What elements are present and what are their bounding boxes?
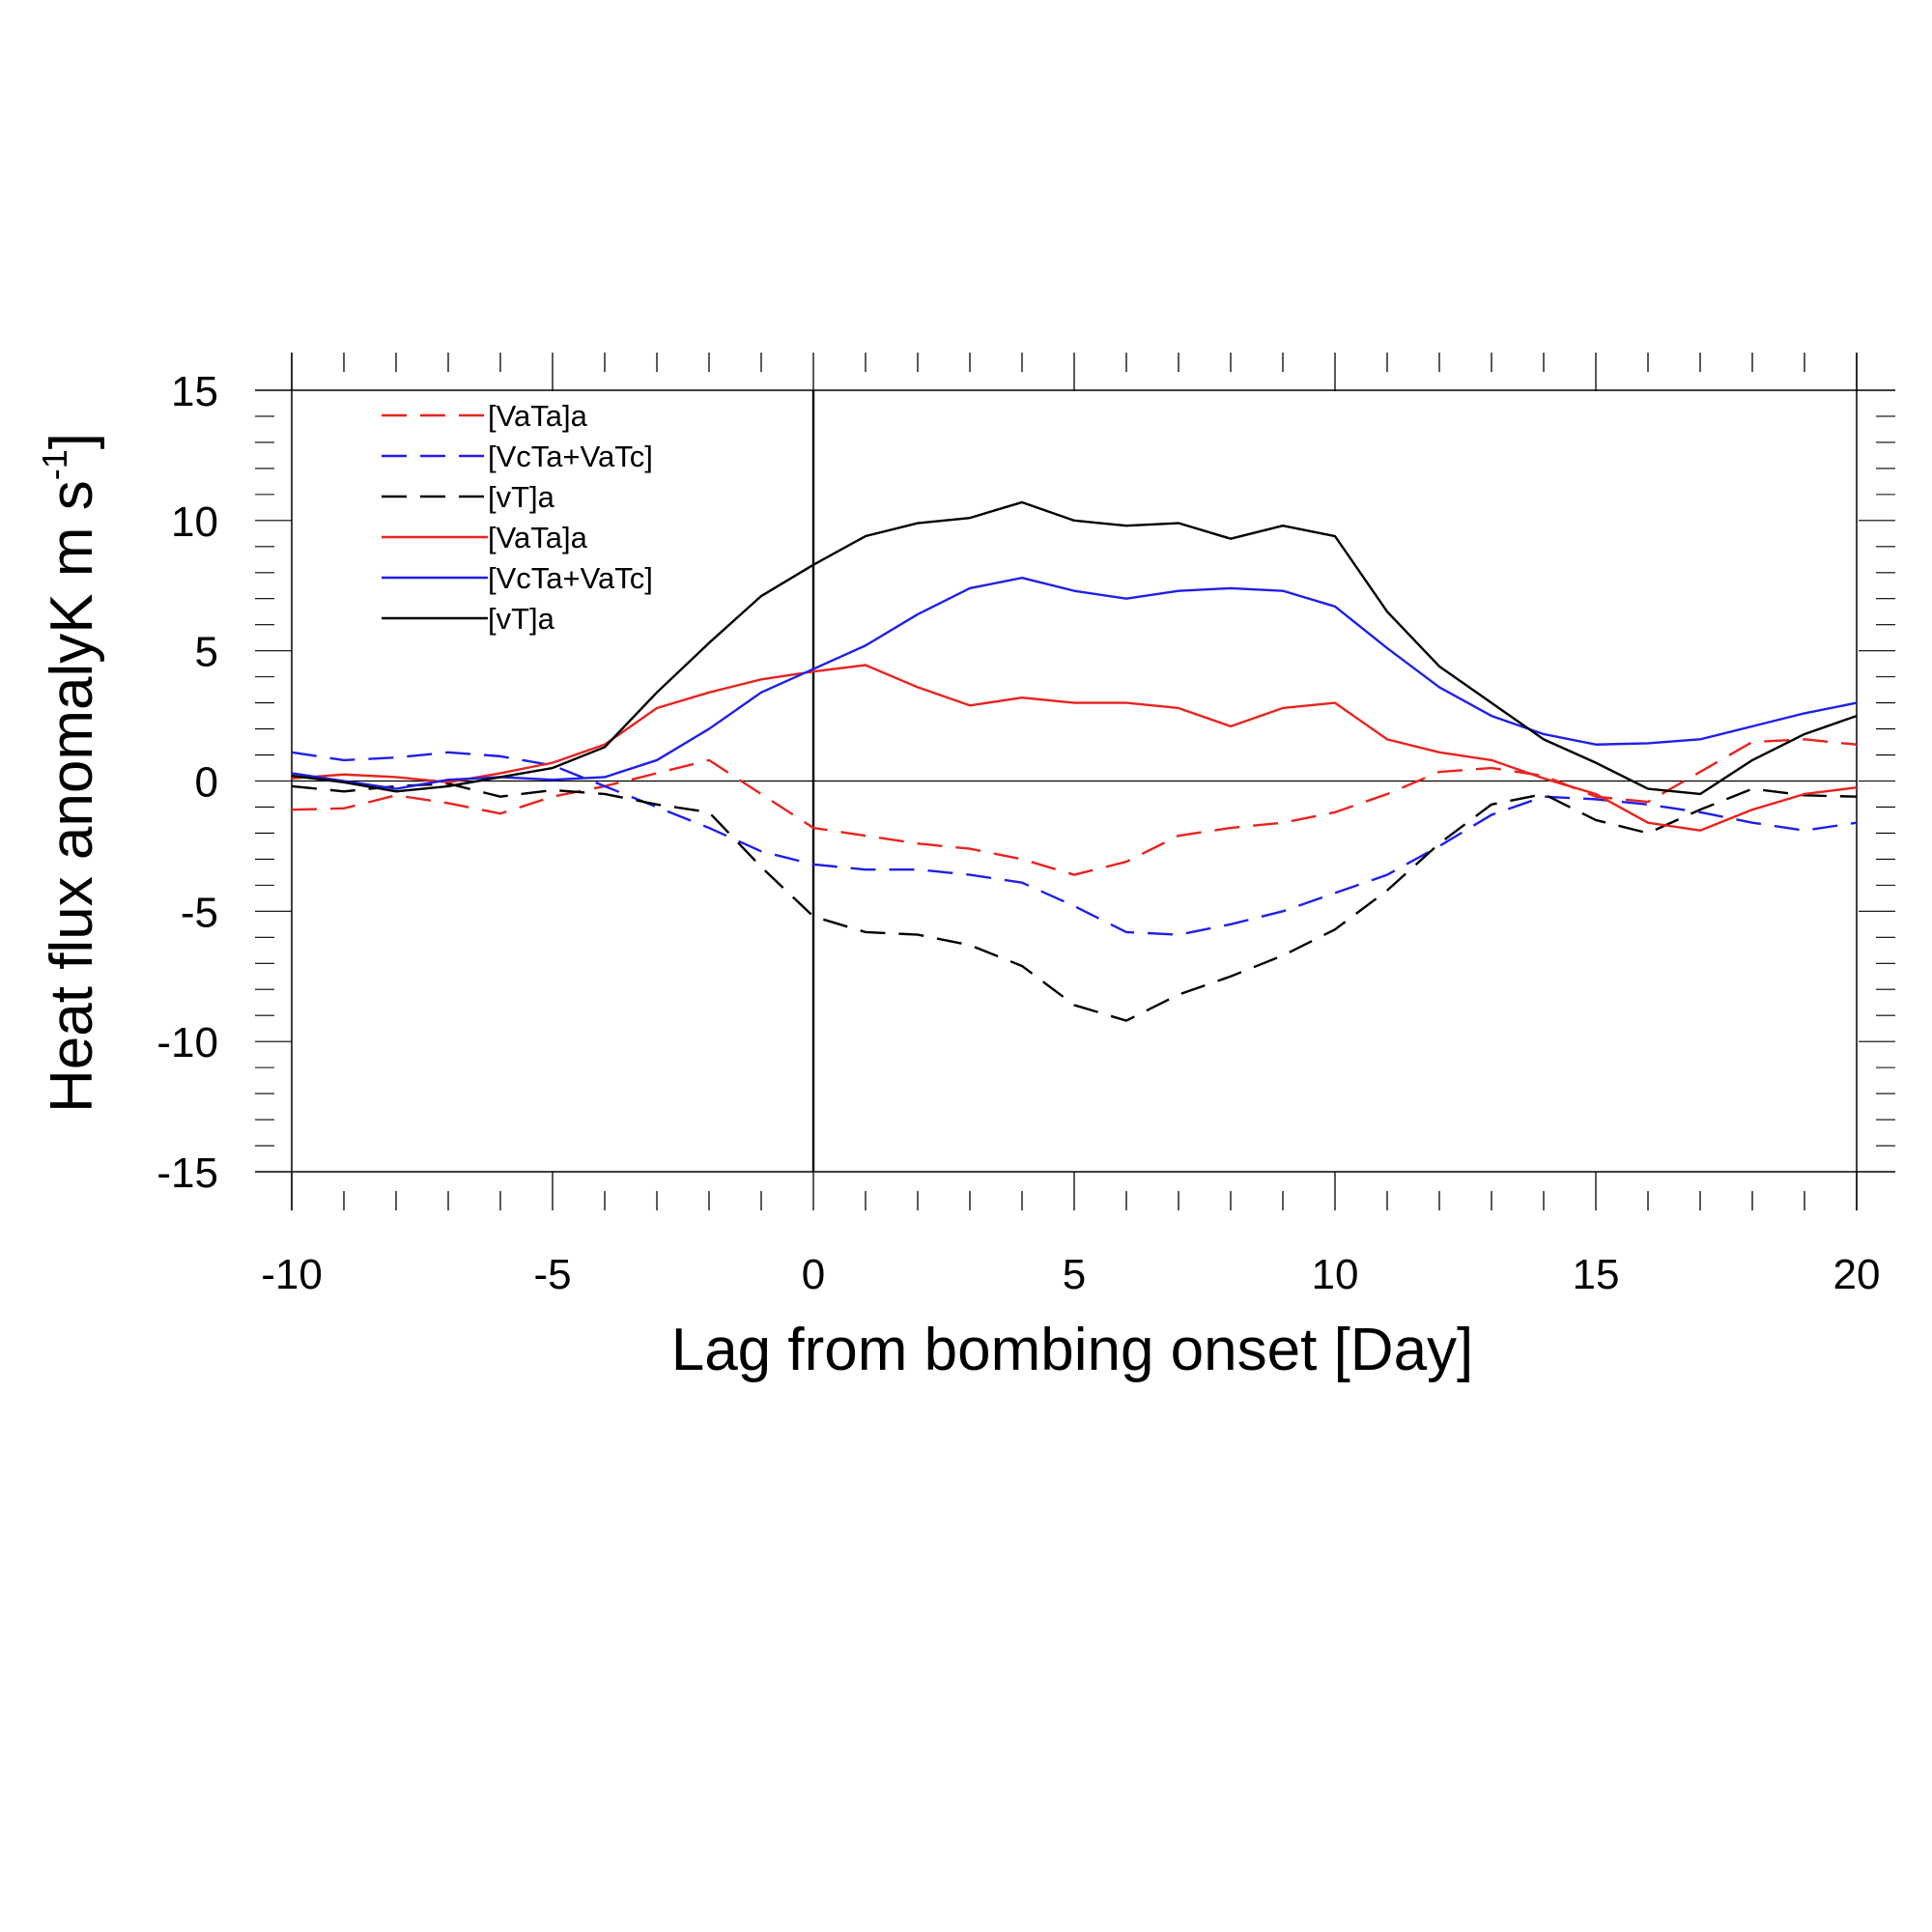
x-axis-title: Lag from bombing onset [Day] <box>671 1317 1474 1383</box>
series-lines <box>291 500 1858 1022</box>
y-tick-label: -10 <box>156 1019 218 1066</box>
legend-label-1: [VcTa+VaTc] <box>488 440 653 473</box>
axis-ticks <box>255 353 1895 1210</box>
x-tick-label: 20 <box>1833 1251 1881 1298</box>
x-tick-labels: -10 -5 0 5 10 15 20 <box>261 1251 1880 1298</box>
y-axis-title-main: Heat flux anomalyK m s <box>39 480 105 1113</box>
x-tick-label: 5 <box>1063 1251 1086 1298</box>
x-tick-label: -10 <box>261 1251 323 1298</box>
legend-label-0: [VaTa]a <box>488 399 588 433</box>
reference-lines <box>292 390 1857 1172</box>
legend-label-4: [VcTa+VaTc] <box>488 561 653 595</box>
x-tick-label: 15 <box>1573 1251 1620 1298</box>
legend-label-2: [vT]a <box>488 480 555 514</box>
legend-label-3: [VaTa]a <box>488 521 588 554</box>
solid-series-line-3 <box>291 664 1858 832</box>
y-tick-label: -15 <box>156 1150 218 1197</box>
solid-series-line-4 <box>291 576 1858 790</box>
y-tick-label: -5 <box>181 889 218 936</box>
y-axis-title-suffix: ] <box>39 433 105 449</box>
dashed-series-line-1 <box>291 751 1858 936</box>
legend-label-5: [vT]a <box>488 602 555 636</box>
legend: [VaTa]a [VcTa+VaTc] [vT]a [VaTa]a [VcTa+VaTc… <box>382 399 653 636</box>
dashed-series-line-0 <box>291 738 1858 876</box>
dashed-series-line-2 <box>291 781 1858 1022</box>
y-tick-label: 10 <box>171 498 218 546</box>
y-tick-label: 0 <box>195 759 218 807</box>
y-axis-title-superscript: -1 <box>35 449 74 480</box>
y-tick-label: 5 <box>195 629 218 676</box>
solid-series-line-5 <box>291 500 1858 796</box>
y-tick-label: 15 <box>171 368 218 415</box>
x-tick-label: 0 <box>802 1251 825 1298</box>
y-axis-title: Heat flux anomalyK m s-1] <box>35 433 105 1113</box>
x-tick-label: 10 <box>1312 1251 1359 1298</box>
y-tick-labels: -15 -10 -5 0 5 10 15 <box>156 368 218 1197</box>
x-tick-label: -5 <box>533 1251 571 1298</box>
